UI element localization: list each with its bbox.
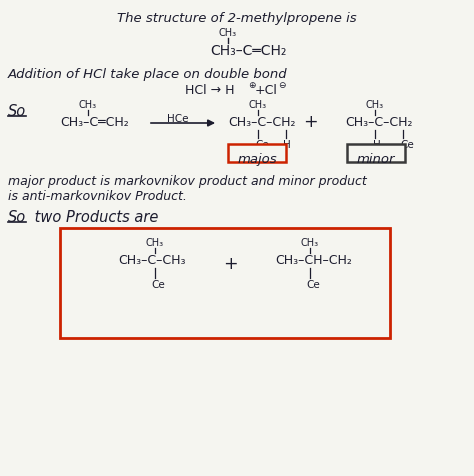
Bar xyxy=(60,228,390,338)
Text: +Cl: +Cl xyxy=(255,84,278,97)
Text: Ce: Ce xyxy=(306,280,320,290)
Text: CH₃: CH₃ xyxy=(219,28,237,38)
Text: CH₃–CH–CH₂: CH₃–CH–CH₂ xyxy=(275,254,352,267)
Text: H: H xyxy=(283,140,291,150)
Text: CH₃: CH₃ xyxy=(249,100,267,110)
Text: HCl → H: HCl → H xyxy=(185,84,235,97)
Text: CH₃–C═CH₂: CH₃–C═CH₂ xyxy=(60,116,129,129)
Text: is anti-markovnikov Product.: is anti-markovnikov Product. xyxy=(8,190,187,203)
Text: CH₃: CH₃ xyxy=(79,100,97,110)
Text: CH₃: CH₃ xyxy=(301,238,319,248)
Bar xyxy=(347,144,405,162)
Text: CH₃–C–CH₂: CH₃–C–CH₂ xyxy=(345,116,412,129)
Text: +: + xyxy=(303,113,317,131)
Bar xyxy=(228,144,286,162)
Text: CH₃: CH₃ xyxy=(366,100,384,110)
Text: Addition of HCl take place on double bond: Addition of HCl take place on double bon… xyxy=(8,68,288,81)
Text: CH₃–C═CH₂: CH₃–C═CH₂ xyxy=(210,44,286,58)
Text: CH₃–C–CH₃: CH₃–C–CH₃ xyxy=(118,254,185,267)
Text: Ce: Ce xyxy=(400,140,414,150)
Text: Ce: Ce xyxy=(151,280,165,290)
Text: +: + xyxy=(223,255,237,273)
Text: HCe: HCe xyxy=(167,114,189,124)
Text: major product is markovnikov product and minor product: major product is markovnikov product and… xyxy=(8,175,367,188)
Text: So: So xyxy=(8,210,26,225)
Text: Ce: Ce xyxy=(255,140,269,150)
Text: The structure of 2-methylpropene is: The structure of 2-methylpropene is xyxy=(117,12,357,25)
Text: majos: majos xyxy=(237,153,277,166)
Text: minor: minor xyxy=(357,153,395,166)
Text: ⊖: ⊖ xyxy=(278,81,285,90)
Text: CH₃–C–CH₂: CH₃–C–CH₂ xyxy=(228,116,295,129)
Text: So: So xyxy=(8,104,26,119)
Text: CH₃: CH₃ xyxy=(146,238,164,248)
Text: two Products are: two Products are xyxy=(30,210,158,225)
Text: ⊕: ⊕ xyxy=(248,81,255,90)
Text: H: H xyxy=(373,140,381,150)
